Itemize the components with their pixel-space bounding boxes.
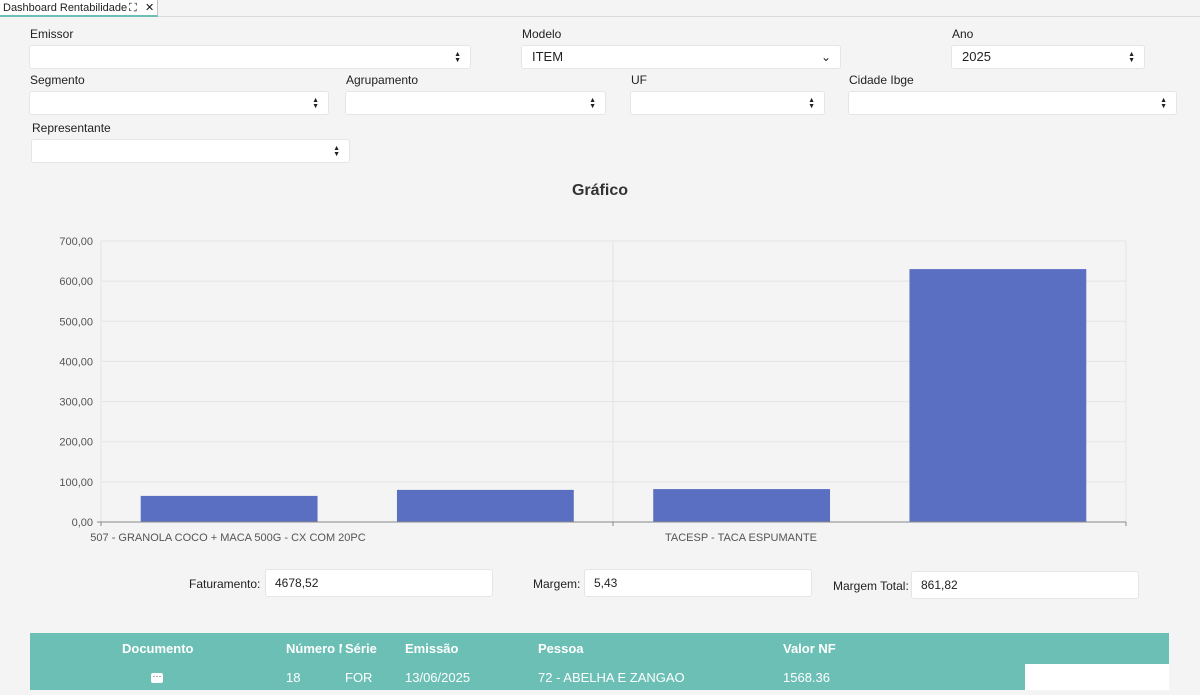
modelo-label: Modelo xyxy=(522,27,562,41)
expand-icon[interactable]: ⛶ xyxy=(129,2,137,14)
sort-arrows-icon: ▲ ▼ xyxy=(808,97,815,110)
ano-select[interactable]: 2025 ▲ ▼ xyxy=(951,45,1145,69)
faturamento-field[interactable]: 4678,52 xyxy=(265,569,493,597)
emissor-label: Emissor xyxy=(30,27,74,41)
sort-arrows-icon: ▲ ▼ xyxy=(1160,97,1167,110)
sort-arrows-icon: ▲ ▼ xyxy=(312,97,319,110)
y-tick-label: 200,00 xyxy=(59,437,93,449)
emissor-select[interactable]: ▲ ▼ xyxy=(29,45,471,69)
segmento-select[interactable]: ▲ ▼ xyxy=(29,91,329,115)
modelo-select[interactable]: ITEM ⌄ xyxy=(521,45,841,69)
tab-bar: Dashboard Rentabilidade ⛶ ✕ xyxy=(0,0,1200,17)
column-header-documento[interactable]: Documento xyxy=(122,641,194,656)
bar xyxy=(653,489,831,522)
column-header-serie[interactable]: Série xyxy=(345,641,377,656)
bar xyxy=(396,489,574,522)
margem-total-field[interactable]: 861,82 xyxy=(911,571,1139,599)
y-tick-label: 600,00 xyxy=(59,276,93,288)
sort-arrows-icon: ▲ ▼ xyxy=(589,97,596,110)
modelo-value: ITEM xyxy=(532,49,564,64)
cell-serie: FOR xyxy=(345,670,373,685)
uf-select[interactable]: ▲ ▼ xyxy=(630,91,825,115)
cidade-ibge-label: Cidade Ibge xyxy=(849,73,914,87)
margem-field[interactable]: 5,43 xyxy=(584,569,812,597)
y-tick-label: 300,00 xyxy=(59,397,93,409)
segmento-label: Segmento xyxy=(30,73,85,87)
sort-arrows-icon: ▲ ▼ xyxy=(1128,51,1135,64)
bar-chart: 0,00 100,00 200,00 300,00 400,00 500,00 600,00… xyxy=(59,236,1127,544)
y-tick-label: 700,00 xyxy=(59,236,93,248)
y-tick-label: 100,00 xyxy=(59,477,93,489)
ano-value: 2025 xyxy=(962,49,991,64)
column-header-numero-nf[interactable]: Número NF xyxy=(286,641,342,656)
tab-title: Dashboard Rentabilidade xyxy=(3,2,128,14)
sort-arrows-icon: ▲ ▼ xyxy=(454,51,461,64)
cell-emissao: 13/06/2025 xyxy=(405,670,471,685)
uf-label: UF xyxy=(631,73,647,87)
sort-arrows-icon: ▲ ▼ xyxy=(333,145,340,158)
cidade-ibge-select[interactable]: ▲ ▼ xyxy=(848,91,1177,115)
faturamento-label: Faturamento: xyxy=(189,577,261,591)
dots-icon[interactable]: ··· xyxy=(151,671,163,683)
margem-label: Margem: xyxy=(533,577,581,591)
chart-title: Gráfico xyxy=(571,182,628,199)
representante-select[interactable]: ▲ ▼ xyxy=(31,139,350,163)
chevron-down-icon: ⌄ xyxy=(820,50,831,64)
bar xyxy=(909,269,1087,522)
x-tick-label: 507 - GRANOLA COCO + MACA 500G - CX COM … xyxy=(90,532,365,544)
cell-pessoa: 72 - ABELHA E ZANGAO xyxy=(538,670,685,685)
x-tick-label: TACESP - TACA ESPUMANTE xyxy=(665,532,817,544)
y-tick-label: 400,00 xyxy=(59,356,93,368)
bar xyxy=(140,495,318,522)
agrupamento-label: Agrupamento xyxy=(346,73,419,87)
y-tick-label: 0,00 xyxy=(72,517,93,529)
close-icon[interactable]: ✕ xyxy=(145,2,155,14)
grid-row-filler xyxy=(1025,664,1169,690)
column-header-pessoa[interactable]: Pessoa xyxy=(538,641,584,656)
representante-label: Representante xyxy=(32,121,111,135)
cell-numero: 18 xyxy=(286,670,301,685)
column-header-emissao[interactable]: Emissão xyxy=(405,641,459,656)
table-row[interactable]: ··· 18 FOR 13/06/2025 72 - ABELHA E ZANG… xyxy=(30,664,1025,690)
grid-header: Documento Número NF Série Emissão Pessoa… xyxy=(30,633,1169,664)
cell-valor: 1568.36 xyxy=(783,670,830,685)
y-tick-label: 500,00 xyxy=(59,316,93,328)
tab-dashboard-rentabilidade[interactable]: Dashboard Rentabilidade ⛶ ✕ xyxy=(0,0,158,17)
ano-label: Ano xyxy=(952,27,974,41)
margem-total-label: Margem Total: xyxy=(833,579,909,593)
column-header-valor-nf[interactable]: Valor NF xyxy=(783,641,836,656)
agrupamento-select[interactable]: ▲ ▼ xyxy=(345,91,606,115)
